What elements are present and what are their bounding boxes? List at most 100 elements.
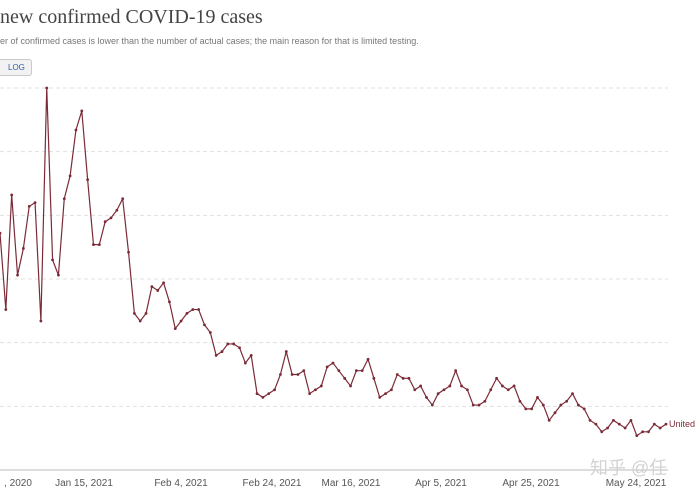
data-point [413,388,417,392]
data-point [103,220,107,224]
data-point [4,308,8,311]
data-point [27,205,31,208]
data-point [372,376,376,380]
data-point [600,430,604,434]
data-point [232,342,236,346]
x-tick-label: Apr 5, 2021 [415,478,467,489]
data-point [559,403,563,407]
data-point [349,384,352,388]
data-point [483,399,487,403]
data-point [390,388,393,392]
x-tick-label: Jan 15, 2021 [55,478,113,489]
x-axis-ticks: , 2020 Jan 15, 2021 Feb 4, 2021 Feb 24, 202… [4,478,667,489]
series-end-label: United [669,419,695,429]
data-point [74,128,78,132]
data-point [238,346,241,350]
data-point [395,373,399,376]
data-point [92,243,95,247]
data-point [51,258,54,262]
data-point [565,399,569,403]
data-point [582,407,586,411]
watermark: 知乎 @任 [590,458,668,478]
data-point [220,350,224,353]
x-tick-label: May 24, 2021 [606,478,667,489]
data-point [45,86,49,90]
data-point [588,418,592,422]
data-point [62,197,66,201]
data-point [150,285,154,289]
data-point [162,281,165,285]
data-point [647,430,650,434]
data-point [652,422,656,426]
data-point [360,369,364,373]
data-point [506,388,510,392]
data-point [255,392,259,395]
data-point [629,418,633,422]
data-point [243,361,247,365]
data-point [302,369,306,373]
data-point [541,403,545,407]
x-tick-label: Mar 16, 2021 [322,478,381,489]
data-point [173,327,177,331]
data-point [384,392,387,395]
data-point [547,418,551,422]
data-point [553,411,557,415]
data-points [0,86,668,438]
data-point [127,250,130,254]
data-point [16,273,19,277]
data-point [284,350,288,353]
data-point [115,208,119,212]
data-point [448,384,452,388]
data-point [331,361,335,365]
data-point [191,308,195,311]
log-scale-toggle[interactable]: LOG [0,59,32,76]
gridlines [0,87,668,407]
data-point [518,399,522,403]
data-point [378,396,382,399]
data-point [471,403,475,407]
data-point [641,430,645,434]
data-point [454,369,458,373]
data-point [325,365,329,369]
chart-title: new confirmed COVID-19 cases [0,6,263,28]
data-point [337,369,341,373]
data-point [571,392,574,395]
data-point [407,376,411,380]
data-point [68,174,72,178]
data-point [314,388,317,392]
data-point [97,243,101,247]
series-line-united [0,87,667,437]
data-point [606,426,609,430]
data-point [214,354,218,357]
data-point [594,422,598,426]
data-point [86,178,90,182]
data-point [430,403,434,407]
data-point [658,426,662,430]
data-point [296,373,300,376]
data-point [226,342,230,346]
data-point [617,422,621,426]
x-tick-label: Feb 24, 2021 [243,478,302,489]
data-point [21,247,25,250]
data-point [465,388,469,392]
data-point [343,376,347,380]
data-point [623,426,627,430]
data-point [366,357,370,361]
data-point [612,418,615,422]
data-point [80,109,84,113]
chart-subtitle: er of confirmed cases is lower than the … [0,36,419,46]
data-point [664,422,668,426]
data-point [279,373,282,376]
data-point [10,193,14,197]
data-point [249,354,253,357]
data-point [401,376,405,380]
data-point [203,323,206,327]
data-point [489,388,493,392]
data-point [536,396,539,399]
data-point [524,407,528,411]
data-point [261,396,265,399]
data-point [576,403,580,407]
data-point [185,311,189,315]
data-point [267,392,271,395]
x-tick-label: Feb 4, 2021 [154,478,208,489]
